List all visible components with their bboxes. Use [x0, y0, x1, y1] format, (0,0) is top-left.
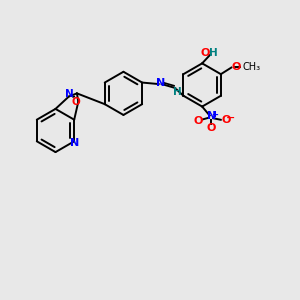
Text: O: O — [221, 115, 230, 125]
Text: N: N — [65, 89, 74, 99]
Text: CH₃: CH₃ — [243, 62, 261, 72]
Text: N: N — [206, 112, 216, 122]
Text: O: O — [194, 116, 203, 126]
Text: H: H — [209, 48, 218, 58]
Text: −: − — [226, 113, 236, 123]
Text: N: N — [156, 79, 166, 88]
Text: O: O — [206, 124, 216, 134]
Text: O: O — [201, 48, 210, 58]
Text: +: + — [211, 110, 218, 119]
Text: N: N — [70, 138, 79, 148]
Text: O: O — [232, 62, 241, 72]
Text: H: H — [173, 88, 182, 98]
Text: O: O — [71, 97, 80, 107]
